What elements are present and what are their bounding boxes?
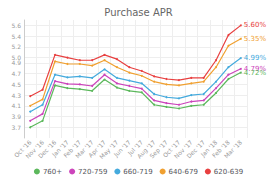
svg-text:3.7: 3.7 <box>11 124 21 131</box>
svg-text:Aug '17: Aug '17 <box>135 138 157 160</box>
svg-text:5.0: 5.0 <box>11 54 21 61</box>
svg-text:Dec '17: Dec '17 <box>185 138 207 160</box>
svg-text:760+: 760+ <box>43 168 62 176</box>
svg-text:Sep '17: Sep '17 <box>148 138 169 160</box>
svg-text:3.9: 3.9 <box>11 113 21 120</box>
svg-text:4.9: 4.9 <box>11 59 21 67</box>
svg-text:Oct '17: Oct '17 <box>161 138 182 159</box>
svg-text:5.2: 5.2 <box>11 43 21 50</box>
svg-text:Jan '18: Jan '18 <box>199 138 219 158</box>
svg-text:720-759: 720-759 <box>78 168 107 176</box>
svg-text:Jan '17: Jan '17 <box>50 138 70 158</box>
svg-text:640-679: 640-679 <box>169 168 198 176</box>
svg-text:4.1: 4.1 <box>11 102 21 109</box>
svg-text:5.35%: 5.35% <box>244 35 267 43</box>
svg-text:Jul '17: Jul '17 <box>126 138 145 157</box>
svg-text:620-639: 620-639 <box>214 168 243 176</box>
svg-text:5.4: 5.4 <box>11 33 21 40</box>
svg-text:Apr '17: Apr '17 <box>86 138 107 159</box>
svg-text:Nov '16: Nov '16 <box>24 138 46 160</box>
svg-text:Purchase APR: Purchase APR <box>104 7 172 18</box>
svg-text:4.3: 4.3 <box>11 92 21 99</box>
svg-text:Mar '18: Mar '18 <box>222 138 243 159</box>
svg-text:5.6: 5.6 <box>11 22 21 29</box>
svg-text:4.7: 4.7 <box>11 70 21 77</box>
svg-text:Feb '17: Feb '17 <box>61 138 83 159</box>
svg-text:Jun '17: Jun '17 <box>112 138 132 158</box>
svg-text:5.60%: 5.60% <box>244 21 267 29</box>
svg-text:Nov '17: Nov '17 <box>172 138 194 160</box>
svg-text:May '17: May '17 <box>97 138 120 161</box>
svg-text:4.72%: 4.72% <box>244 69 267 77</box>
svg-text:Dec '16: Dec '16 <box>36 138 58 160</box>
svg-text:Oct '16: Oct '16 <box>12 138 33 159</box>
svg-text:4.99%: 4.99% <box>244 54 267 62</box>
svg-text:Mar '17: Mar '17 <box>73 138 95 160</box>
svg-text:4.5: 4.5 <box>11 81 21 88</box>
svg-text:660-719: 660-719 <box>123 168 152 176</box>
svg-text:Feb '18: Feb '18 <box>210 138 231 159</box>
